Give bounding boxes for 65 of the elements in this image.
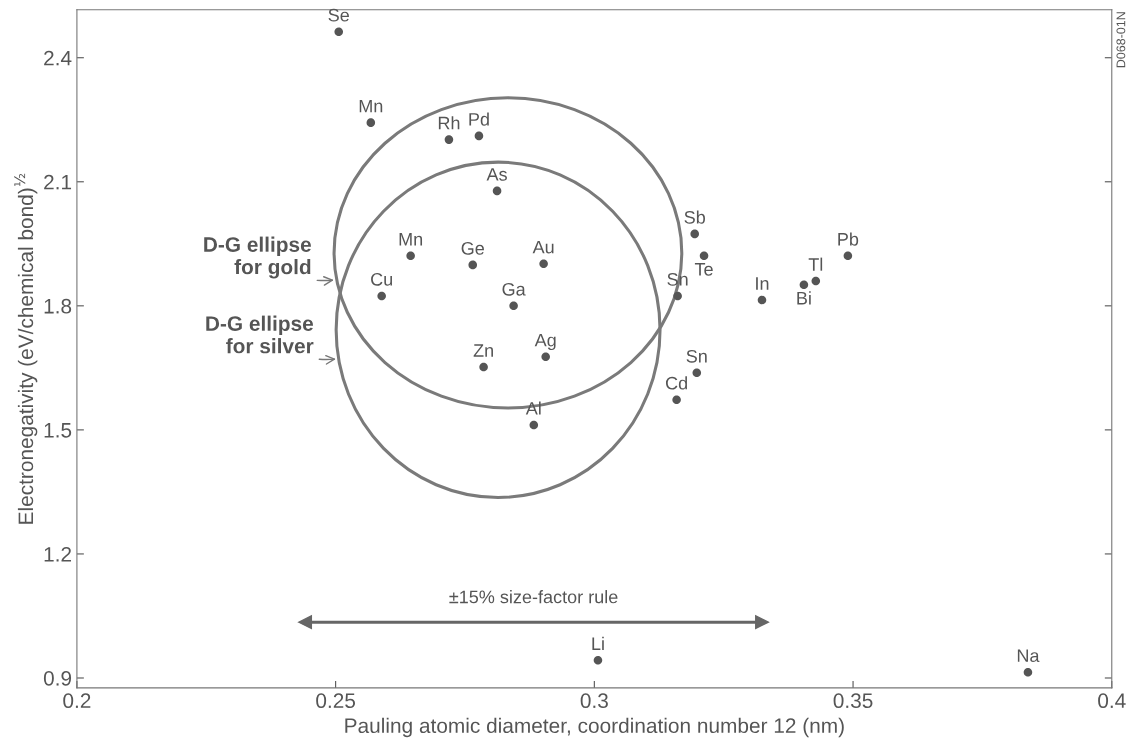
data-label: Te xyxy=(694,263,713,276)
y-tick-label: 0.9 xyxy=(43,670,72,686)
point xyxy=(843,251,853,261)
point xyxy=(444,135,454,144)
x-tick-label: 0.2 xyxy=(63,693,91,709)
annotation: D-G ellipse for silver xyxy=(206,315,314,354)
point xyxy=(474,131,484,141)
point xyxy=(298,615,313,630)
point xyxy=(672,395,681,404)
y-tick-label: 2.4 xyxy=(44,50,72,66)
data-label: Ga xyxy=(502,282,526,296)
text: D068-01N xyxy=(1116,12,1126,68)
point xyxy=(1023,667,1033,677)
annotation: D-G ellipse for gold xyxy=(204,236,311,279)
data-label: Mn xyxy=(399,233,423,246)
point xyxy=(334,27,344,36)
y-axis-title: Electronegativity (eV/chemical bond)$^{½}$ xyxy=(14,173,38,524)
data-label: Mn xyxy=(359,99,383,113)
data-label: Li xyxy=(592,636,604,650)
data-label: Sn xyxy=(686,349,707,363)
series-label: ±15% size-factor rule xyxy=(449,590,618,604)
point xyxy=(406,251,415,261)
point xyxy=(479,362,488,372)
point xyxy=(811,276,821,286)
y-tick-label: 1.5 xyxy=(44,423,72,438)
x-axis-title: Pauling atomic diameter, coordination number 12 (nm) xyxy=(345,717,844,738)
data-label: Se xyxy=(328,8,349,22)
point xyxy=(690,229,699,239)
data-label: Ag xyxy=(534,333,556,351)
x-tick-label: 0.4 xyxy=(1098,693,1126,709)
point xyxy=(509,301,518,311)
data-label: Na xyxy=(1017,649,1040,663)
data-label: Sb xyxy=(684,210,706,224)
data-label: Bi xyxy=(797,291,811,305)
point xyxy=(755,615,769,630)
point xyxy=(377,291,386,301)
point xyxy=(539,259,548,268)
point xyxy=(757,295,767,305)
x-tick-label: 0.3 xyxy=(580,693,608,709)
point xyxy=(492,186,502,196)
data-label: Cu xyxy=(371,272,393,286)
y-tick-label: 2.1 xyxy=(44,174,72,190)
data-label: Rh xyxy=(438,116,460,130)
point xyxy=(366,118,376,127)
data-label: Pd xyxy=(469,112,489,126)
point xyxy=(673,291,682,301)
point xyxy=(692,368,702,378)
data-label: Pb xyxy=(838,232,859,246)
data-label: As xyxy=(486,168,507,181)
point xyxy=(468,260,478,270)
data-label: Ge xyxy=(461,241,484,255)
y-tick-label: 1.2 xyxy=(44,546,71,562)
data-label: Tl xyxy=(808,257,823,271)
x-tick-label: 0.35 xyxy=(833,693,873,709)
data-label: In xyxy=(756,277,769,290)
point xyxy=(699,251,709,261)
point xyxy=(541,352,550,361)
point xyxy=(799,280,809,290)
data-label: Zn xyxy=(473,344,493,357)
x-tick-label: 0.25 xyxy=(316,693,356,709)
point xyxy=(529,420,539,430)
point xyxy=(593,655,603,665)
data-label: Cd xyxy=(665,376,687,390)
data-label: Au xyxy=(532,240,554,254)
y-tick-label: 1.8 xyxy=(44,298,72,314)
